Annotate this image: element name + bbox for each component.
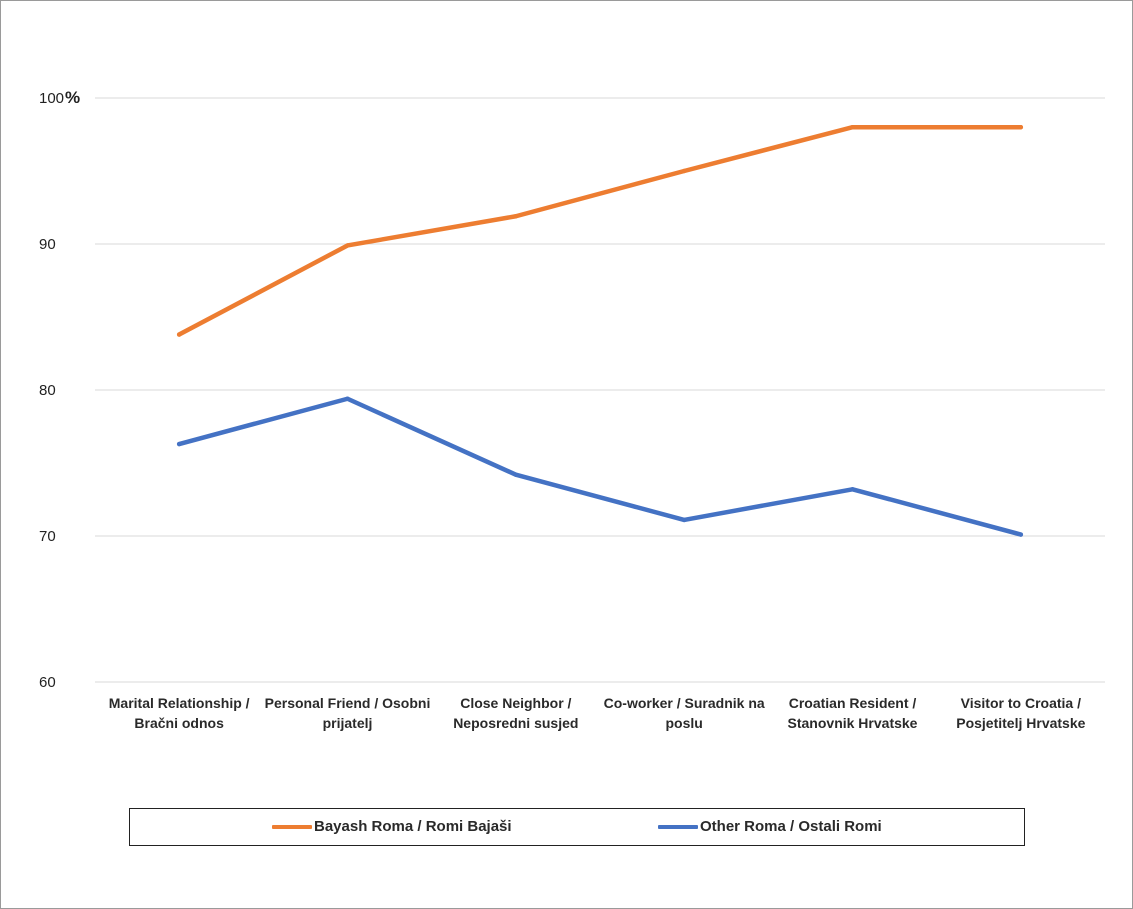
legend-swatch-other <box>658 824 698 829</box>
x-tick-label: Croatian Resident / Stanovnik Hrvatske <box>788 695 918 731</box>
y-tick-label: 70 <box>39 528 56 545</box>
data-point <box>176 441 182 447</box>
series-line-1 <box>176 396 1024 537</box>
legend-swatch-bayash <box>272 824 312 829</box>
x-tick-label: Close Neighbor / Neposredni susjed <box>453 695 578 731</box>
legend-item-other: Other Roma / Ostali Romi <box>658 818 882 835</box>
data-point <box>345 243 350 248</box>
data-point <box>513 214 519 219</box>
y-tick-label: 60 <box>39 674 56 691</box>
data-point <box>681 517 687 523</box>
series-line-0 <box>176 124 1024 337</box>
data-point <box>681 168 687 174</box>
data-point <box>850 125 855 130</box>
data-point <box>850 487 855 492</box>
data-point <box>1018 532 1024 537</box>
x-tick-label: Marital Relationship / Bračni odnos <box>109 695 250 731</box>
x-tick-label: Personal Friend / Osobni prijatelj <box>265 695 431 731</box>
x-tick-label: Visitor to Croatia / Posjetitelj Hrvatske <box>956 695 1085 731</box>
data-point <box>345 396 350 401</box>
y-tick-label: 90 <box>39 236 56 253</box>
gridlines <box>95 97 1105 683</box>
y-tick-label: 100% <box>39 88 80 107</box>
data-point <box>1018 125 1024 130</box>
x-tick-label: Co-worker / Suradnik na poslu <box>604 695 765 731</box>
legend-label-other: Other Roma / Ostali Romi <box>700 818 882 835</box>
y-tick-unit: % <box>65 88 80 107</box>
legend: Bayash Roma / Romi Bajaši Other Roma / O… <box>129 808 1025 846</box>
legend-item-bayash: Bayash Roma / Romi Bajaši <box>272 818 512 835</box>
legend-label-bayash: Bayash Roma / Romi Bajaši <box>314 818 512 835</box>
y-axis-ticks: 60 70 80 90 100% <box>39 88 80 691</box>
y-tick-label: 80 <box>39 382 56 399</box>
series-lines <box>176 124 1024 537</box>
data-point <box>513 472 519 477</box>
data-point <box>176 332 182 337</box>
x-axis-ticks: Marital Relationship / Bračni odnos Person… <box>109 695 1086 731</box>
